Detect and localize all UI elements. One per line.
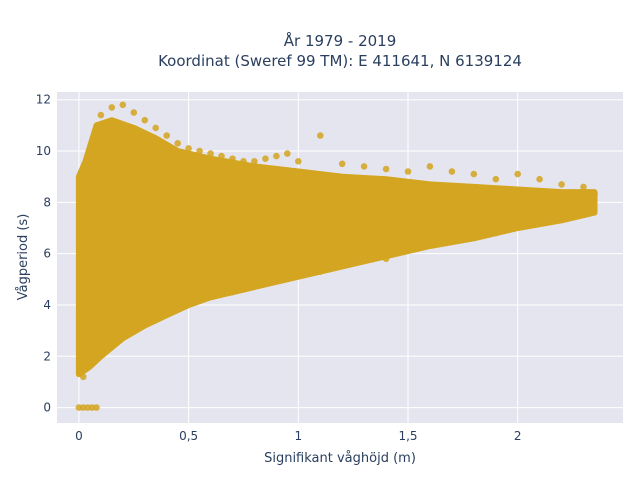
scatter-point	[141, 116, 149, 124]
scatter-point	[196, 147, 203, 155]
scatter-point	[80, 373, 87, 381]
scatter-point	[514, 170, 521, 178]
scatter-point	[141, 240, 149, 247]
scatter-point	[558, 181, 565, 188]
x-tick-label: 2	[514, 429, 522, 443]
chart-title-line-2: Koordinat (Sweref 99 TM): E 411641, N 61…	[158, 52, 522, 70]
scatter-point	[163, 235, 170, 242]
scatter-point	[119, 245, 127, 252]
scatter-point	[317, 268, 324, 275]
scatter-point	[93, 342, 100, 350]
scatter-point	[119, 317, 127, 324]
scatter-point	[492, 217, 500, 224]
x-tick-label: 1,5	[398, 429, 417, 443]
x-tick-label: 1	[294, 429, 302, 443]
scatter-point	[295, 240, 302, 247]
scatter-point	[338, 235, 346, 242]
scatter-point	[240, 158, 247, 165]
scatter-point	[108, 327, 116, 334]
y-tick-label: 12	[36, 93, 51, 107]
scatter-point	[284, 150, 291, 157]
scatter-point	[102, 199, 109, 206]
scatter-point	[404, 227, 412, 234]
y-tick-label: 4	[43, 298, 51, 312]
scatter-point	[558, 209, 565, 216]
scatter-point	[382, 229, 390, 237]
scatter-point	[470, 219, 478, 227]
chart-title-line-1: År 1979 - 2019	[284, 31, 397, 50]
x-tick-label: 0,5	[179, 429, 198, 443]
y-tick-label: 8	[43, 195, 51, 209]
scatter-point	[382, 165, 390, 173]
scatter-point	[152, 124, 159, 132]
y-tick-label: 6	[43, 247, 51, 261]
scatter-point	[317, 132, 324, 139]
scatter-point	[115, 186, 122, 193]
x-axis-title: Signifikant våghöjd (m)	[264, 451, 416, 466]
scatter-point	[262, 155, 269, 162]
scatter-point	[93, 404, 100, 411]
scatter-point	[536, 211, 543, 219]
scatter-point	[426, 163, 434, 170]
data-points	[75, 101, 598, 411]
scatter-point	[84, 363, 91, 370]
scatter-point	[295, 158, 302, 165]
scatter-point	[141, 301, 149, 309]
scatter-point	[229, 155, 236, 162]
scatter-point	[207, 232, 214, 239]
scatter-point	[130, 109, 138, 116]
scatter-point	[251, 158, 258, 165]
scatter-point	[152, 296, 159, 304]
scatter-point	[492, 229, 500, 237]
scatter-point	[163, 132, 170, 139]
scatter-point	[426, 224, 434, 232]
scatter-point	[229, 237, 236, 245]
scatter-point	[97, 337, 105, 345]
scatter-point	[569, 206, 576, 214]
y-axis-title: Vågperiod (s)	[16, 214, 31, 301]
x-tick-label: 0	[75, 429, 83, 443]
scatter-point	[591, 191, 598, 198]
scatter-point	[360, 232, 368, 239]
scatter-point	[97, 111, 105, 119]
scatter-point	[470, 170, 478, 178]
scatter-point	[404, 168, 412, 175]
scatter-point	[130, 309, 138, 317]
scatter-point	[229, 288, 236, 296]
scatter-point	[536, 175, 543, 183]
scatter-point	[97, 250, 105, 257]
scatter-point	[185, 145, 192, 152]
scatter-point	[207, 150, 214, 157]
scatter-point	[317, 237, 324, 245]
scatter-point	[492, 175, 500, 183]
scatter-point	[130, 211, 138, 219]
tick-labels: 0 0,5 1 1,5 2 0 2 4 6 8 10 12	[36, 93, 522, 443]
y-tick-label: 2	[43, 349, 51, 363]
scatter-point	[514, 214, 521, 221]
scatter-point	[273, 152, 280, 160]
y-tick-label: 10	[36, 144, 51, 158]
y-tick-label: 0	[43, 401, 51, 415]
scatter-point	[86, 353, 94, 360]
scatter-point	[338, 160, 346, 168]
scatter-point	[273, 242, 280, 250]
scatter-point	[218, 152, 225, 160]
scatter-point	[251, 240, 258, 247]
scatter-point	[174, 140, 181, 147]
scatter-point	[141, 224, 149, 232]
scatter-point	[382, 255, 390, 263]
scatter-point	[185, 229, 192, 237]
scatter-point	[119, 101, 127, 109]
scatter-point	[448, 222, 456, 229]
scatter-point	[580, 183, 587, 191]
scatter-point	[448, 168, 456, 175]
scatter-point	[108, 104, 116, 111]
scatter-point	[360, 163, 368, 170]
